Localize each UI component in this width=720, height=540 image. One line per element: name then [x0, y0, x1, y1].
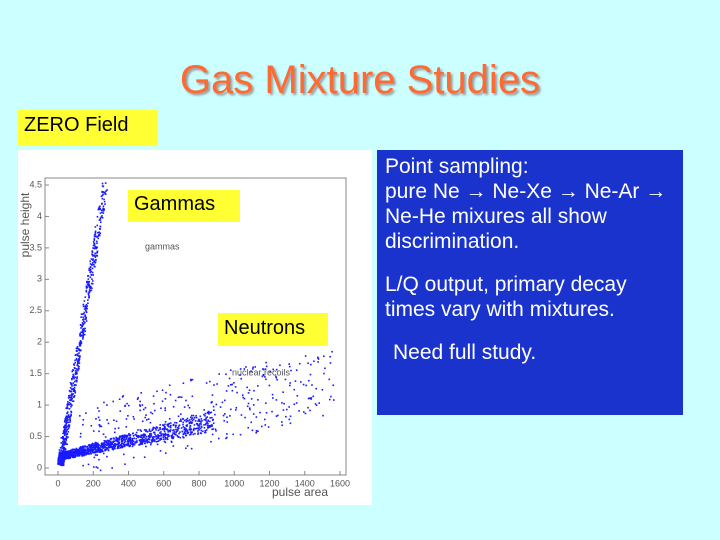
y-tick-label: 1 [37, 399, 42, 409]
y-tick-label: 3 [37, 274, 42, 284]
y-axis-label: pulse height [18, 192, 32, 257]
x-tick-label: 600 [156, 478, 171, 488]
x-tick-label: 400 [121, 478, 136, 488]
note: Need full study. [393, 341, 537, 364]
y-tick-label: 2.5 [29, 305, 42, 315]
x-axis-label: pulse area [272, 485, 328, 499]
y-tick-label: 0 [37, 462, 42, 472]
y-tick-label: 0.5 [29, 431, 42, 441]
title: Gas Mixture Studies [179, 58, 541, 102]
annotation: gammas [145, 241, 180, 251]
y-tick-label: 1.5 [29, 368, 42, 378]
neutrons-label: Neutrons [218, 313, 328, 346]
note: L/Q output, primary decay times vary wit… [385, 273, 627, 321]
y-tick-label: 2 [37, 337, 42, 347]
note: Point sampling: [385, 155, 529, 178]
plot-frame [44, 177, 347, 476]
scatter-texture [57, 182, 335, 472]
gammas-label: Gammas [128, 190, 240, 222]
x-tick-label: 0 [55, 478, 60, 488]
y-tick-label: 4 [37, 211, 42, 221]
x-tick-label: 800 [191, 478, 206, 488]
x-tick-label: 1600 [330, 478, 350, 488]
y-tick-label: 4.5 [29, 179, 42, 189]
y-tick-label: 3.5 [29, 242, 42, 252]
field-label: ZERO Field [18, 110, 158, 146]
notes-box: Point sampling: pure Ne → Ne-Xe → Ne-Ar … [377, 150, 683, 415]
x-tick-label: 1200 [259, 478, 279, 488]
x-tick-label: 1400 [295, 478, 315, 488]
x-tick-label: 1000 [224, 478, 244, 488]
note: pure Ne → Ne-Xe → Ne-Ar → Ne-He mixures … [385, 180, 667, 253]
annotation: nuclear recoils [232, 367, 291, 377]
x-tick-label: 200 [86, 478, 101, 488]
